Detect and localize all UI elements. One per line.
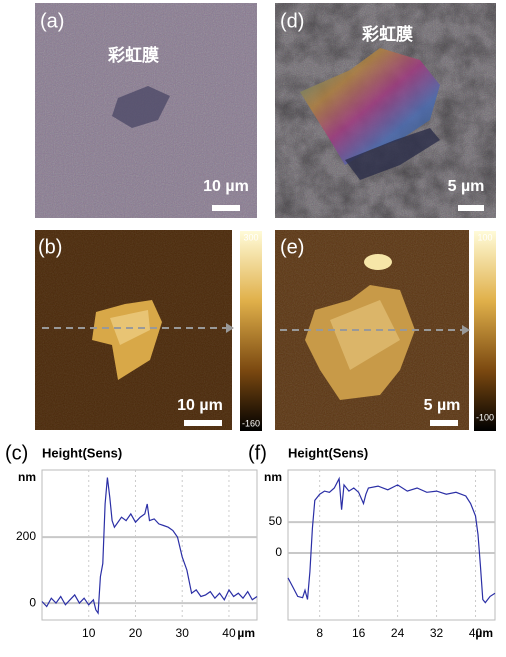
scale-bar-label: 5 µm (448, 178, 485, 195)
panel-label: (d) (280, 10, 304, 32)
y-tick-label: 200 (16, 529, 36, 543)
y-axis-label: nm (264, 470, 282, 484)
data-line (41, 477, 258, 615)
x-tick-label: 20 (129, 626, 143, 640)
y-axis-label: nm (18, 470, 36, 484)
x-axis-label: µm (475, 626, 493, 640)
data-line (287, 476, 496, 604)
x-tick-label: 30 (176, 626, 190, 640)
caption: 彩虹膜 (107, 45, 159, 66)
scale-bar-label: 10 µm (203, 178, 249, 195)
panel-b: 300 -160 (b) 10 µm (35, 230, 262, 431)
panel-label: (b) (38, 236, 62, 258)
scale-bar (430, 420, 458, 426)
x-tick-label: 8 (316, 626, 323, 640)
x-tick-label: 40 (222, 626, 236, 640)
panel-label: (c) (5, 442, 28, 464)
panel-label: (a) (40, 10, 64, 32)
x-tick-label: 24 (391, 626, 405, 640)
x-tick-label: 16 (352, 626, 366, 640)
panel-d: (d) 彩虹膜 5 µm (275, 3, 496, 218)
scale-bar (184, 420, 222, 426)
y-tick-label: 50 (269, 514, 283, 528)
y-tick-label: 0 (29, 595, 36, 609)
colorbar-min: -100 (476, 412, 494, 422)
panel-e: 100 -100 (e) 5 µm (275, 230, 496, 431)
panel-label: (e) (280, 236, 304, 258)
x-tick-label: 10 (82, 626, 96, 640)
panel-a: (a) 彩虹膜 10 µm (35, 3, 257, 218)
colorbar (474, 231, 496, 431)
colorbar-max: 300 (243, 232, 258, 242)
colorbar-min: -160 (242, 418, 260, 428)
colorbar (240, 231, 262, 431)
scale-bar (212, 205, 240, 211)
plot-area (287, 469, 496, 621)
x-tick-label: 32 (430, 626, 444, 640)
panel-label: (f) (248, 442, 267, 464)
chart-title: Height(Sens) (288, 445, 368, 460)
caption: 彩虹膜 (361, 24, 413, 45)
chart-title: Height(Sens) (42, 445, 122, 460)
y-tick-label: 0 (275, 545, 282, 559)
scale-bar-label: 5 µm (424, 397, 461, 414)
scale-bar-label: 10 µm (177, 397, 223, 414)
x-tick-label: 40 (469, 626, 483, 640)
x-axis-label: µm (237, 626, 255, 640)
scale-bar (458, 205, 484, 211)
colorbar-max: 100 (477, 232, 492, 242)
